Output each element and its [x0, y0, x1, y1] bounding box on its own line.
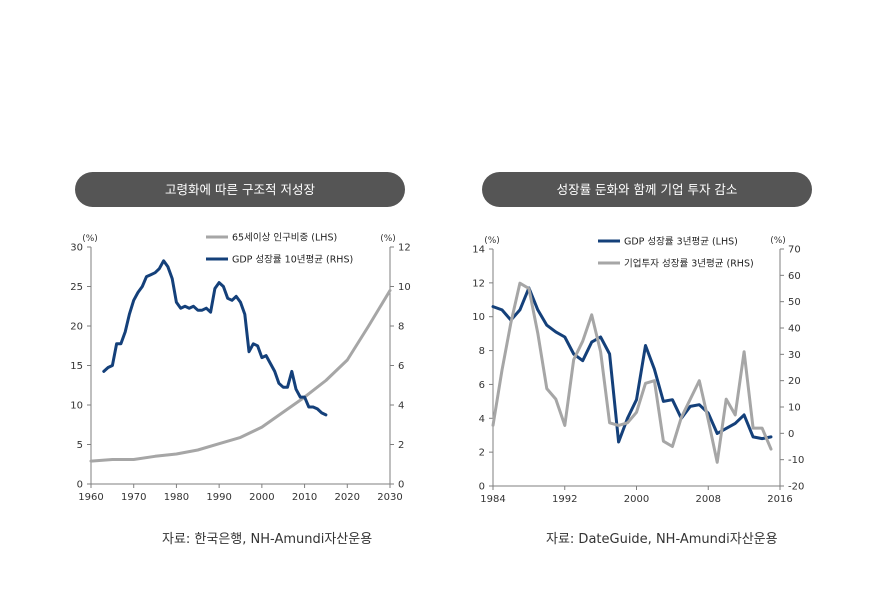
- x-tick-label: 1990: [206, 492, 231, 503]
- x-tick-label: 2030: [377, 492, 402, 503]
- right-y-tick-label: 10: [398, 282, 411, 293]
- left-y-tick-label: 2: [479, 448, 485, 459]
- x-tick-label: 1970: [121, 492, 146, 503]
- left-axis-unit: (%): [82, 234, 98, 244]
- right-y-tick-label: 10: [788, 403, 801, 414]
- right-y-tick-label: -10: [788, 455, 804, 466]
- left-axis-unit: (%): [484, 236, 500, 246]
- right-y-tick-label: 70: [788, 245, 801, 256]
- x-tick-label: 2010: [292, 492, 317, 503]
- right-y-tick-label: 30: [788, 350, 801, 361]
- series-line-1: [491, 286, 773, 444]
- right-y-tick-label: 6: [398, 361, 404, 372]
- right-y-tick-label: 50: [788, 297, 801, 308]
- right-y-tick-label: -20: [788, 482, 804, 493]
- left-y-tick-label: 30: [70, 243, 83, 254]
- x-tick-label: 2020: [335, 492, 360, 503]
- right-axis-unit: (%): [770, 236, 786, 246]
- x-tick-label: 2016: [767, 494, 792, 505]
- right-y-tick-label: 2: [398, 440, 404, 451]
- legend-label: 기업투자 성장률 3년평균 (RHS): [624, 258, 754, 270]
- series-line-2: [102, 259, 328, 417]
- chart-title-right: 성장률 둔화와 함께 기업 투자 감소: [482, 172, 812, 207]
- right-axis-unit: (%): [380, 234, 396, 244]
- x-tick-label: 1992: [552, 494, 577, 505]
- x-tick-label: 1960: [78, 492, 103, 503]
- right-y-tick-label: 0: [398, 480, 404, 491]
- right-y-tick-label: 0: [788, 429, 794, 440]
- series-line-2: [491, 281, 773, 464]
- left-y-tick-label: 8: [479, 346, 485, 357]
- right-y-tick-label: 12: [398, 243, 411, 254]
- left-y-tick-label: 25: [70, 282, 83, 293]
- left-y-tick-label: 20: [70, 322, 83, 333]
- x-tick-label: 1984: [480, 494, 505, 505]
- left-y-tick-label: 14: [472, 245, 485, 256]
- left-y-tick-label: 10: [70, 401, 83, 412]
- x-tick-label: 2000: [249, 492, 274, 503]
- series-line-1: [89, 289, 392, 463]
- legend-label: GDP 성장률 3년평균 (LHS): [624, 237, 738, 248]
- left-y-tick-label: 15: [70, 361, 83, 372]
- right-y-tick-label: 40: [788, 324, 801, 335]
- right-y-tick-label: 8: [398, 322, 404, 333]
- left-y-tick-label: 10: [472, 312, 485, 323]
- left-y-tick-label: 0: [479, 482, 485, 493]
- aging-growth-chart: (%) (%)1960 1970 1980 1990 2000 2010 2020 203005…: [70, 233, 411, 504]
- right-y-tick-label: 4: [398, 401, 404, 412]
- legend-label: 65세이상 인구비중 (LHS): [232, 233, 337, 244]
- right-y-tick-label: 60: [788, 271, 801, 282]
- legend-label: GDP 성장률 10년평균 (RHS): [232, 255, 353, 266]
- left-y-tick-label: 4: [479, 414, 485, 425]
- left-y-tick-label: 0: [77, 480, 83, 491]
- source-note-right: 자료: DateGuide, NH-Amundi자산운용: [546, 532, 778, 547]
- source-note-left: 자료: 한국은행, NH-Amundi자산운용: [162, 532, 373, 547]
- x-tick-label: 2000: [624, 494, 649, 505]
- left-y-tick-label: 6: [479, 380, 485, 391]
- right-y-tick-label: 20: [788, 376, 801, 387]
- x-tick-label: 1980: [164, 492, 189, 503]
- left-y-tick-label: 5: [77, 440, 83, 451]
- chart-title-left: 고령화에 따른 구조적 저성장: [75, 172, 405, 207]
- growth-investment-chart: (%) (%) 1984 1992 2000 2008 2016 0 2 4 6 8 10 12 14 -20…: [472, 236, 804, 505]
- left-y-tick-label: 12: [472, 278, 485, 289]
- x-tick-label: 2008: [696, 494, 721, 505]
